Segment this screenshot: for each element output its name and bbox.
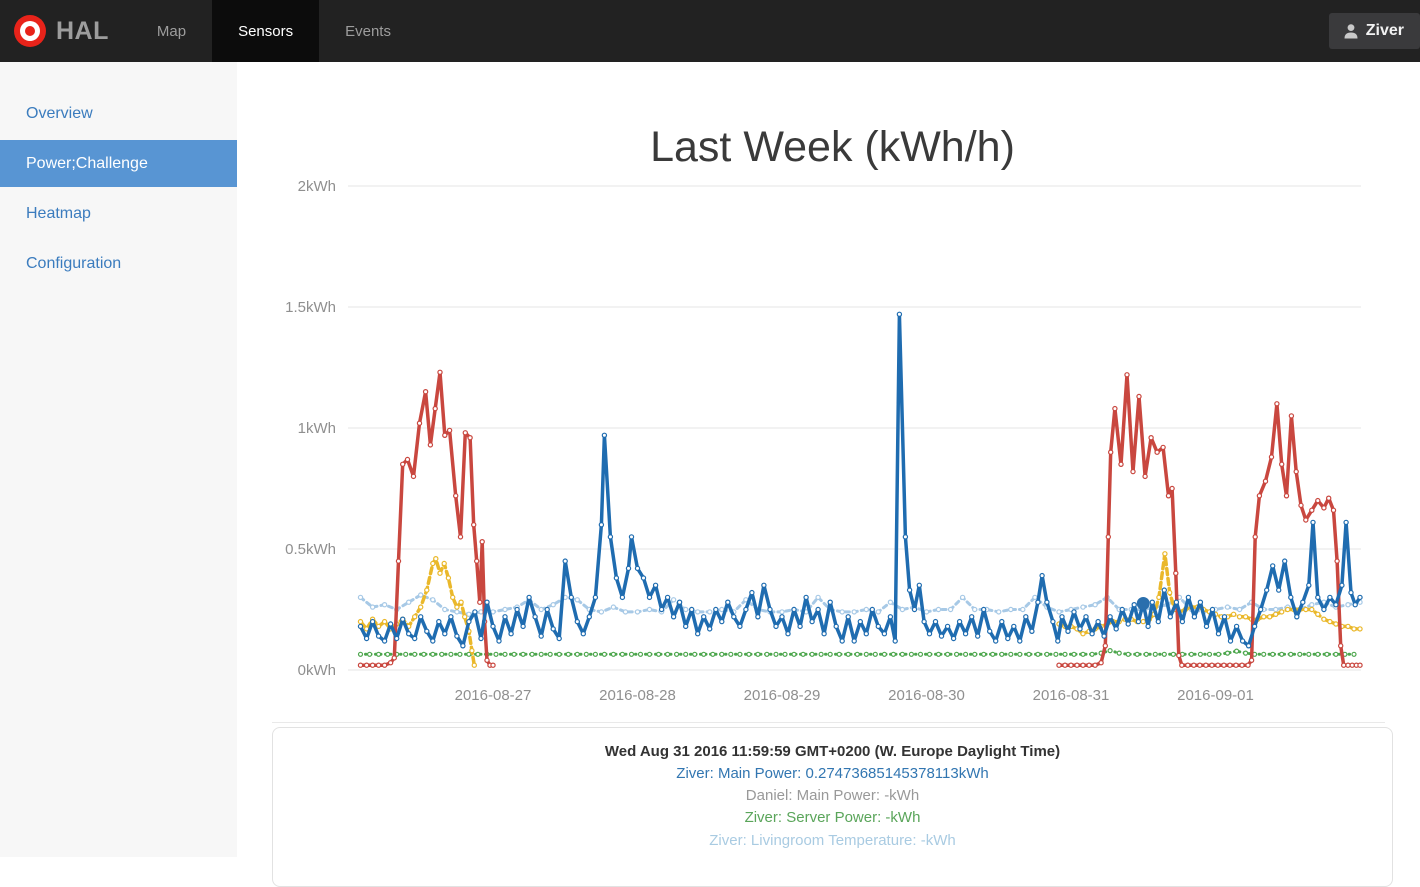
series-ziver-server-power bbox=[357, 647, 1357, 657]
line-chart[interactable]: 0kWh 0.5kWh 1kWh 1.5kWh 2kWh 2016-08-27 2016-0… bbox=[0, 0, 1420, 857]
tooltip-row-daniel-main-power: Daniel: Main Power: -kWh bbox=[745, 787, 920, 805]
x-axis-label: 2016-08-27 bbox=[455, 687, 532, 704]
tooltip-card: Wed Aug 31 2016 11:59:59 GMT+0200 (W. Eu… bbox=[272, 727, 1393, 887]
panel-divider bbox=[272, 722, 1385, 723]
y-axis-label: 1.5kWh bbox=[285, 299, 336, 316]
x-axis-label: 2016-08-31 bbox=[1033, 687, 1110, 704]
x-axis-label: 2016-08-28 bbox=[599, 687, 676, 704]
top-navbar: HAL Map Sensors Events Ziver bbox=[0, 0, 1420, 62]
tooltip-row-ziver-server-power: Ziver: Server Power: -kWh bbox=[744, 809, 921, 827]
series-daniel-main-power bbox=[357, 369, 1363, 668]
series-ziver-main-power bbox=[357, 311, 1363, 649]
tooltip-row-ziver-livingroom-temperature: Ziver: Livingroom Temperature: -kWh bbox=[709, 831, 956, 849]
user-icon bbox=[1344, 24, 1358, 39]
tooltip-timestamp: Wed Aug 31 2016 11:59:59 GMT+0200 (W. Eu… bbox=[604, 743, 1061, 760]
sidebar: Overview Power;Challenge Heatmap Configu… bbox=[0, 62, 237, 857]
hal-bullseye-logo-icon bbox=[14, 15, 46, 47]
nav-tab-map[interactable]: Map bbox=[156, 22, 187, 40]
username-label: Ziver bbox=[1365, 22, 1404, 39]
sidebar-item-heatmap[interactable]: Heatmap bbox=[26, 204, 91, 222]
page-title: Last Week (kWh/h) bbox=[650, 122, 1015, 171]
x-axis-label: 2016-09-01 bbox=[1177, 687, 1254, 704]
tooltip-row-ziver-main-power: Ziver: Main Power: 0.27473685145378113kW… bbox=[676, 765, 989, 782]
sidebar-item-overview[interactable]: Overview bbox=[26, 104, 93, 122]
highlighted-data-point[interactable] bbox=[1136, 597, 1150, 611]
sidebar-item-configuration[interactable]: Configuration bbox=[26, 254, 122, 272]
y-axis-label: 1kWh bbox=[298, 420, 336, 437]
user-menu[interactable]: Ziver bbox=[1328, 13, 1420, 49]
y-axis-label: 2kWh bbox=[298, 178, 336, 195]
sidebar-item-power-challenge[interactable]: Power;Challenge bbox=[0, 140, 237, 187]
nav-tab-sensors[interactable]: Sensors bbox=[212, 0, 320, 62]
brand-title: HAL bbox=[56, 16, 109, 45]
nav-tab-events[interactable]: Events bbox=[345, 22, 391, 40]
x-axis-label: 2016-08-29 bbox=[744, 687, 821, 704]
gridlines: 0kWh 0.5kWh 1kWh 1.5kWh 2kWh bbox=[285, 178, 1361, 679]
x-axis-label: 2016-08-30 bbox=[888, 687, 965, 704]
y-axis-label: 0kWh bbox=[298, 662, 336, 679]
brand-link[interactable]: HAL bbox=[0, 0, 109, 62]
main-nav: Map Sensors Events bbox=[131, 0, 417, 62]
y-axis-label: 0.5kWh bbox=[285, 541, 336, 558]
